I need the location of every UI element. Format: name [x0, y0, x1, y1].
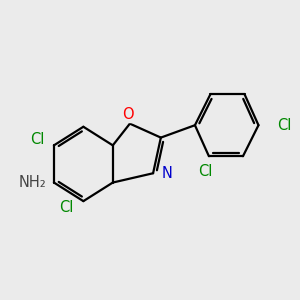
Text: Cl: Cl	[277, 118, 292, 133]
Text: O: O	[122, 107, 134, 122]
Text: N: N	[162, 166, 173, 181]
Text: Cl: Cl	[199, 164, 213, 179]
Text: Cl: Cl	[59, 200, 74, 215]
Text: NH₂: NH₂	[18, 175, 46, 190]
Text: Cl: Cl	[30, 132, 44, 147]
